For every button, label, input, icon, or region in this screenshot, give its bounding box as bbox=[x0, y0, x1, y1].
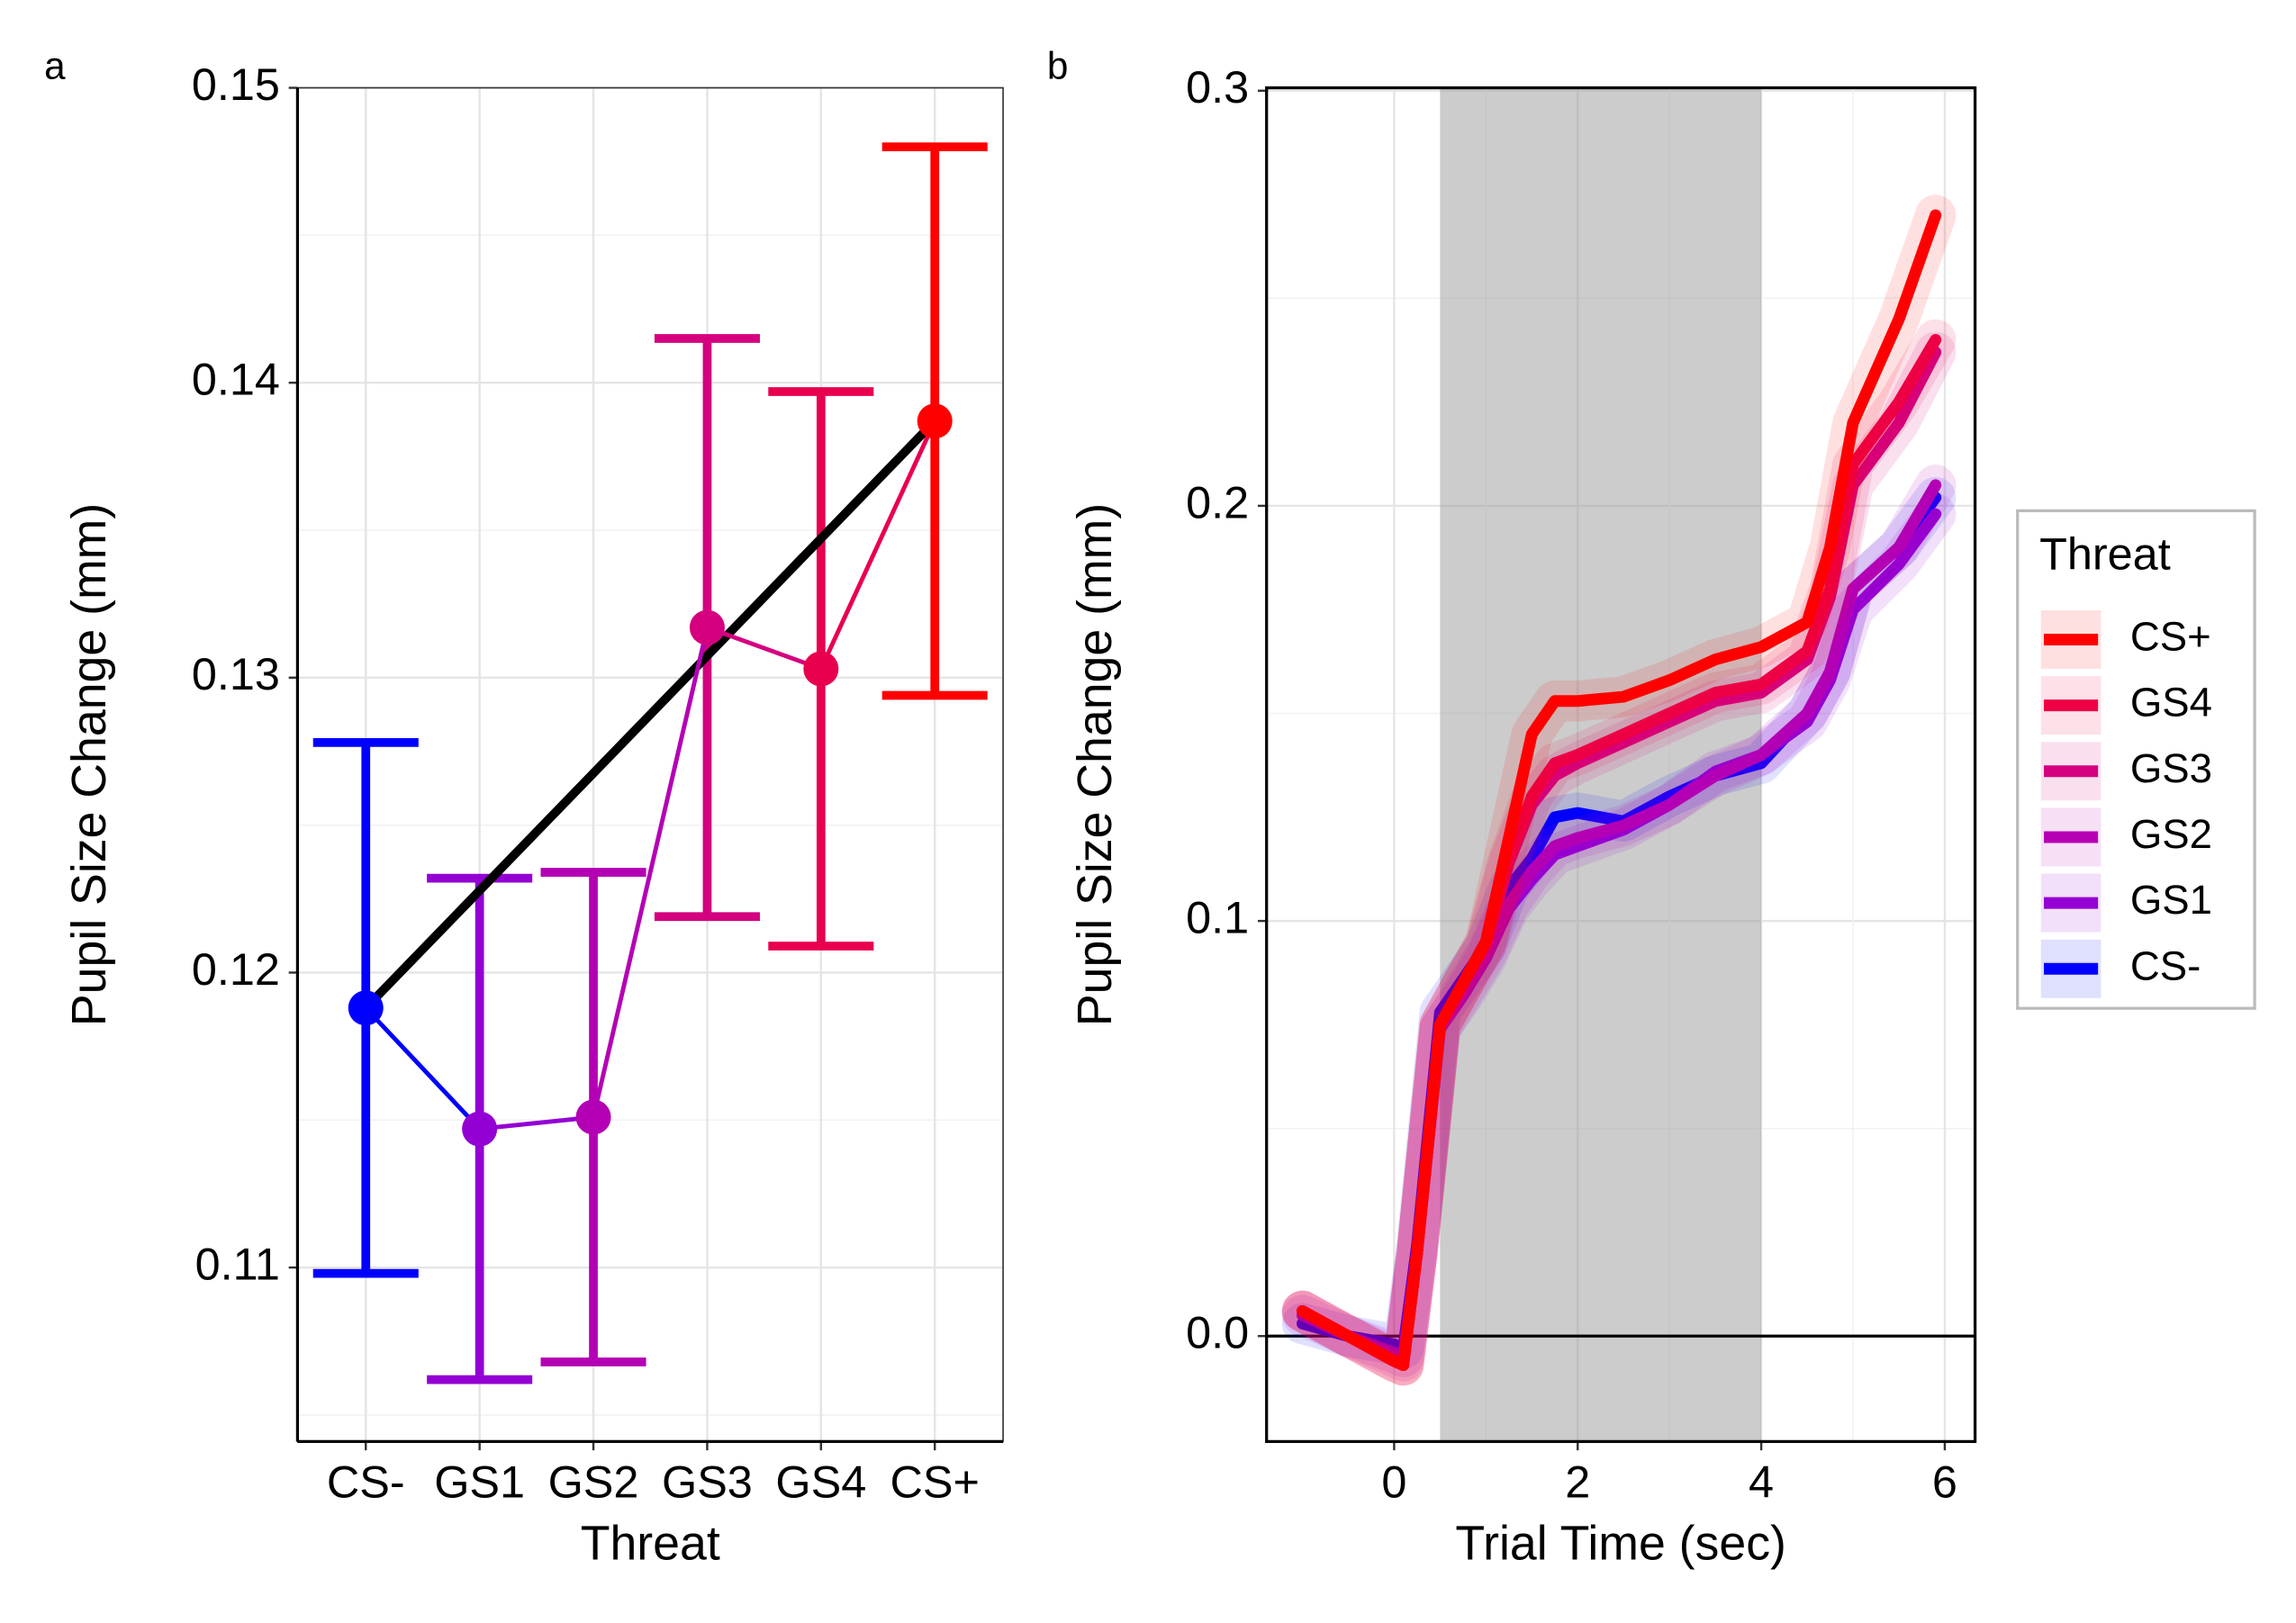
x-tick-label: GS4 bbox=[775, 1456, 866, 1507]
panel-label: b bbox=[1047, 45, 1069, 87]
y-tick-label: 0.15 bbox=[192, 59, 280, 110]
y-tick-label: 0.1 bbox=[1186, 891, 1249, 942]
mean-point bbox=[462, 1111, 498, 1147]
x-tick-label: GS1 bbox=[434, 1456, 525, 1507]
x-tick-label: GS2 bbox=[548, 1456, 639, 1507]
y-tick-label: 0.14 bbox=[192, 353, 280, 404]
y-tick-label: 0.2 bbox=[1186, 476, 1249, 527]
y-tick-label: 0.3 bbox=[1186, 61, 1249, 113]
connector bbox=[706, 625, 822, 672]
y-tick-label: 0.11 bbox=[195, 1238, 280, 1289]
y-tick-label: 0.0 bbox=[1186, 1307, 1249, 1358]
x-tick-label: 4 bbox=[1749, 1456, 1774, 1507]
y-axis-title: Pupil Size Change (mm) bbox=[1068, 503, 1122, 1026]
x-tick-label: 0 bbox=[1381, 1456, 1406, 1507]
legend-title: Threat bbox=[2039, 528, 2171, 580]
x-tick-label: 6 bbox=[1932, 1456, 1957, 1507]
y-tick-label: 0.12 bbox=[192, 943, 280, 995]
panel-label: a bbox=[44, 45, 66, 87]
legend-box bbox=[2016, 509, 2256, 1010]
mean-point bbox=[575, 1099, 611, 1135]
legend-label: CS- bbox=[2130, 942, 2201, 988]
plot-frame bbox=[1265, 86, 1977, 1444]
connector bbox=[818, 419, 937, 671]
legend-label: GS2 bbox=[2130, 811, 2212, 857]
legend-label: CS+ bbox=[2130, 614, 2211, 660]
legend-label: GS4 bbox=[2130, 680, 2212, 726]
x-axis-title: Trial Time (sec) bbox=[1455, 1517, 1786, 1571]
x-axis-title: Threat bbox=[581, 1517, 720, 1571]
mean-point bbox=[917, 403, 953, 439]
x-tick-label: GS3 bbox=[662, 1456, 753, 1507]
legend-label: GS1 bbox=[2130, 877, 2212, 923]
x-tick-label: 2 bbox=[1565, 1456, 1590, 1507]
x-tick-label: CS+ bbox=[890, 1456, 980, 1507]
mean-point bbox=[689, 609, 725, 645]
connector bbox=[479, 1114, 594, 1132]
connector bbox=[591, 627, 710, 1118]
y-tick-label: 0.13 bbox=[192, 648, 280, 699]
x-tick-label: CS- bbox=[327, 1456, 405, 1507]
shaded-region bbox=[1440, 87, 1762, 1442]
mean-point bbox=[803, 651, 839, 687]
connector bbox=[364, 1006, 482, 1131]
y-axis-title: Pupil Size Change (mm) bbox=[62, 503, 116, 1026]
trend-line bbox=[362, 418, 938, 1012]
series-line bbox=[1297, 209, 1942, 1372]
legend-label: GS3 bbox=[2130, 745, 2212, 791]
mean-point bbox=[348, 990, 384, 1026]
